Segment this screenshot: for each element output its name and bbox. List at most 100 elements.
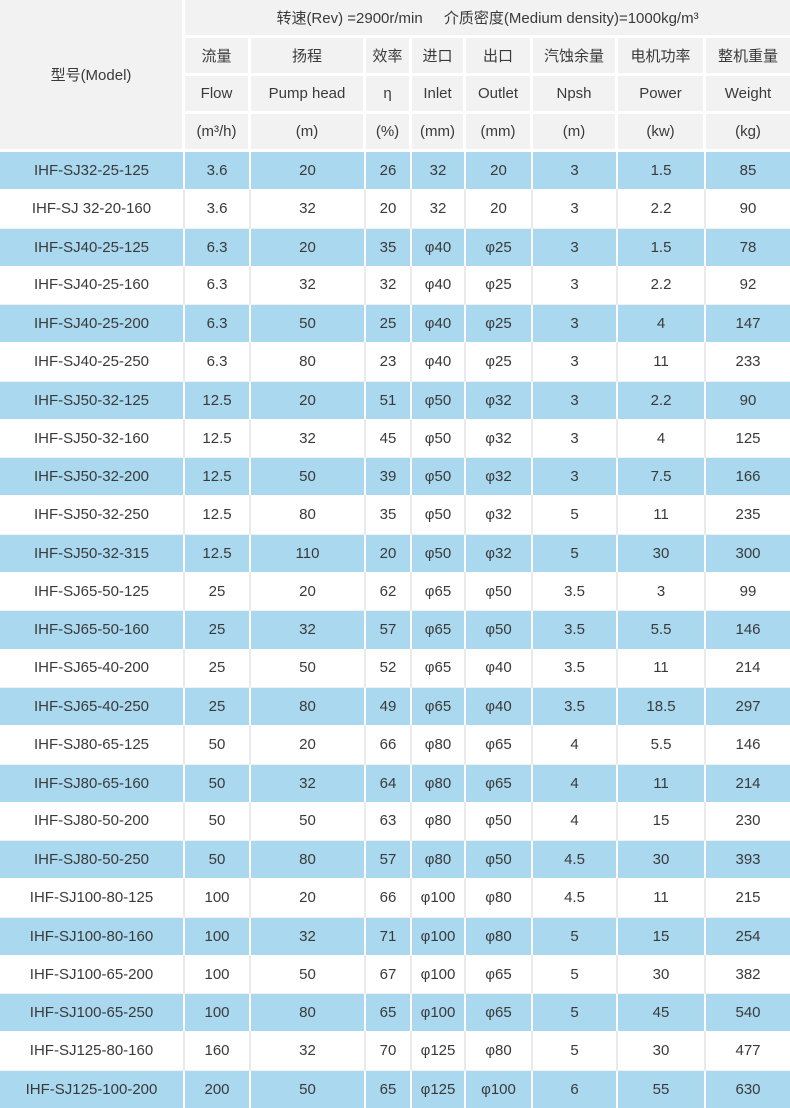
density-text: 介质密度(Medium density)=1000kg/m³ bbox=[443, 10, 699, 27]
cell-model: IHF-SJ125-80-160 bbox=[0, 1031, 185, 1071]
cell-npsh: 4 bbox=[533, 725, 618, 765]
cell-power: 18.5 bbox=[618, 687, 706, 726]
col-header-efficiency-cn: 效率 bbox=[366, 38, 412, 76]
cell-power: 5.5 bbox=[618, 611, 706, 649]
conditions-header-cell: 转速(Rev) =2900r/min 介质密度(Medium density)=… bbox=[185, 0, 790, 38]
cell-npsh: 5 bbox=[533, 994, 618, 1032]
cell-weight: 477 bbox=[706, 1031, 790, 1071]
cell-npsh: 6 bbox=[533, 1070, 618, 1108]
cell-weight: 147 bbox=[706, 305, 790, 343]
cell-flow: 100 bbox=[185, 994, 251, 1032]
table-row: IHF-SJ50-32-315 12.5 110 20 φ50 φ32 5 30 300 bbox=[0, 534, 790, 572]
table-row: IHF-SJ65-40-250 25 80 49 φ65 φ40 3.5 18.5 297 bbox=[0, 687, 790, 726]
cell-power: 3 bbox=[618, 572, 706, 612]
cell-npsh: 3 bbox=[533, 189, 618, 229]
cell-outlet: φ100 bbox=[466, 1070, 533, 1108]
cell-outlet: 20 bbox=[466, 189, 533, 229]
cell-pump-head: 50 bbox=[251, 458, 366, 496]
cell-inlet: φ50 bbox=[412, 458, 466, 496]
cell-npsh: 4.5 bbox=[533, 841, 618, 879]
col-header-efficiency-unit: (%) bbox=[366, 114, 412, 152]
cell-npsh: 5 bbox=[533, 534, 618, 572]
cell-weight: 90 bbox=[706, 189, 790, 229]
cell-efficiency: 70 bbox=[366, 1031, 412, 1071]
table-row: IHF-SJ125-80-160 160 32 70 φ125 φ80 5 30 477 bbox=[0, 1031, 790, 1071]
cell-flow: 12.5 bbox=[185, 418, 251, 459]
cell-model: IHF-SJ125-100-200 bbox=[0, 1070, 185, 1108]
cell-flow: 3.6 bbox=[185, 152, 251, 190]
cell-weight: 540 bbox=[706, 994, 790, 1032]
cell-model: IHF-SJ65-50-125 bbox=[0, 572, 185, 612]
cell-inlet: φ80 bbox=[412, 764, 466, 802]
cell-efficiency: 64 bbox=[366, 764, 412, 802]
cell-power: 45 bbox=[618, 994, 706, 1032]
cell-model: IHF-SJ65-40-250 bbox=[0, 687, 185, 726]
cell-inlet: φ65 bbox=[412, 648, 466, 688]
cell-model: IHF-SJ80-65-125 bbox=[0, 725, 185, 765]
cell-npsh: 3 bbox=[533, 342, 618, 382]
cell-npsh: 5 bbox=[533, 1031, 618, 1071]
cell-power: 11 bbox=[618, 648, 706, 688]
cell-npsh: 3.5 bbox=[533, 611, 618, 649]
cell-model: IHF-SJ50-32-160 bbox=[0, 418, 185, 459]
cell-efficiency: 67 bbox=[366, 954, 412, 995]
cell-npsh: 5 bbox=[533, 917, 618, 955]
col-header-outlet-cn: 出口 bbox=[466, 38, 533, 76]
cell-flow: 6.3 bbox=[185, 265, 251, 306]
table-row: IHF-SJ40-25-200 6.3 50 25 φ40 φ25 3 4 147 bbox=[0, 305, 790, 343]
table-header: 型号(Model) 转速(Rev) =2900r/min 介质密度(Medium… bbox=[0, 0, 790, 152]
cell-efficiency: 65 bbox=[366, 1070, 412, 1108]
cell-efficiency: 65 bbox=[366, 994, 412, 1032]
col-header-efficiency-en: η bbox=[366, 76, 412, 114]
cell-pump-head: 32 bbox=[251, 265, 366, 306]
cell-npsh: 4 bbox=[533, 764, 618, 802]
cell-npsh: 3.5 bbox=[533, 648, 618, 688]
cell-model: IHF-SJ50-32-125 bbox=[0, 381, 185, 419]
cell-efficiency: 45 bbox=[366, 418, 412, 459]
cell-model: IHF-SJ80-65-160 bbox=[0, 764, 185, 802]
cell-npsh: 3 bbox=[533, 152, 618, 190]
cell-inlet: φ125 bbox=[412, 1031, 466, 1071]
cell-pump-head: 50 bbox=[251, 954, 366, 995]
cell-weight: 85 bbox=[706, 152, 790, 190]
cell-power: 1.5 bbox=[618, 228, 706, 266]
cell-pump-head: 80 bbox=[251, 994, 366, 1032]
cell-npsh: 3 bbox=[533, 265, 618, 306]
cell-npsh: 4.5 bbox=[533, 878, 618, 918]
cell-power: 5.5 bbox=[618, 725, 706, 765]
cell-npsh: 4 bbox=[533, 801, 618, 842]
cell-inlet: φ40 bbox=[412, 228, 466, 266]
table-row: IHF-SJ100-65-250 100 80 65 φ100 φ65 5 45 540 bbox=[0, 994, 790, 1032]
cell-pump-head: 50 bbox=[251, 1070, 366, 1108]
col-header-outlet-en: Outlet bbox=[466, 76, 533, 114]
cell-weight: 214 bbox=[706, 764, 790, 802]
cell-pump-head: 80 bbox=[251, 687, 366, 726]
cell-efficiency: 63 bbox=[366, 801, 412, 842]
cell-efficiency: 25 bbox=[366, 305, 412, 343]
cell-pump-head: 50 bbox=[251, 648, 366, 688]
cell-power: 55 bbox=[618, 1070, 706, 1108]
cell-pump-head: 50 bbox=[251, 305, 366, 343]
cell-pump-head: 20 bbox=[251, 572, 366, 612]
cell-weight: 214 bbox=[706, 648, 790, 688]
cell-efficiency: 39 bbox=[366, 458, 412, 496]
cell-weight: 233 bbox=[706, 342, 790, 382]
cell-flow: 50 bbox=[185, 841, 251, 879]
cell-model: IHF-SJ65-40-200 bbox=[0, 648, 185, 688]
cell-power: 1.5 bbox=[618, 152, 706, 190]
cell-pump-head: 110 bbox=[251, 534, 366, 572]
cell-efficiency: 35 bbox=[366, 495, 412, 535]
col-header-npsh-unit: (m) bbox=[533, 114, 618, 152]
table-row: IHF-SJ32-25-125 3.6 20 26 32 20 3 1.5 85 bbox=[0, 152, 790, 190]
cell-weight: 235 bbox=[706, 495, 790, 535]
table-row: IHF-SJ80-50-200 50 50 63 φ80 φ50 4 15 230 bbox=[0, 801, 790, 842]
cell-efficiency: 26 bbox=[366, 152, 412, 190]
model-column-header: 型号(Model) bbox=[0, 0, 185, 152]
cell-flow: 25 bbox=[185, 611, 251, 649]
cell-model: IHF-SJ80-50-250 bbox=[0, 841, 185, 879]
cell-efficiency: 32 bbox=[366, 265, 412, 306]
cell-pump-head: 20 bbox=[251, 725, 366, 765]
cell-inlet: φ80 bbox=[412, 801, 466, 842]
cell-npsh: 3 bbox=[533, 305, 618, 343]
cell-model: IHF-SJ32-25-125 bbox=[0, 152, 185, 190]
